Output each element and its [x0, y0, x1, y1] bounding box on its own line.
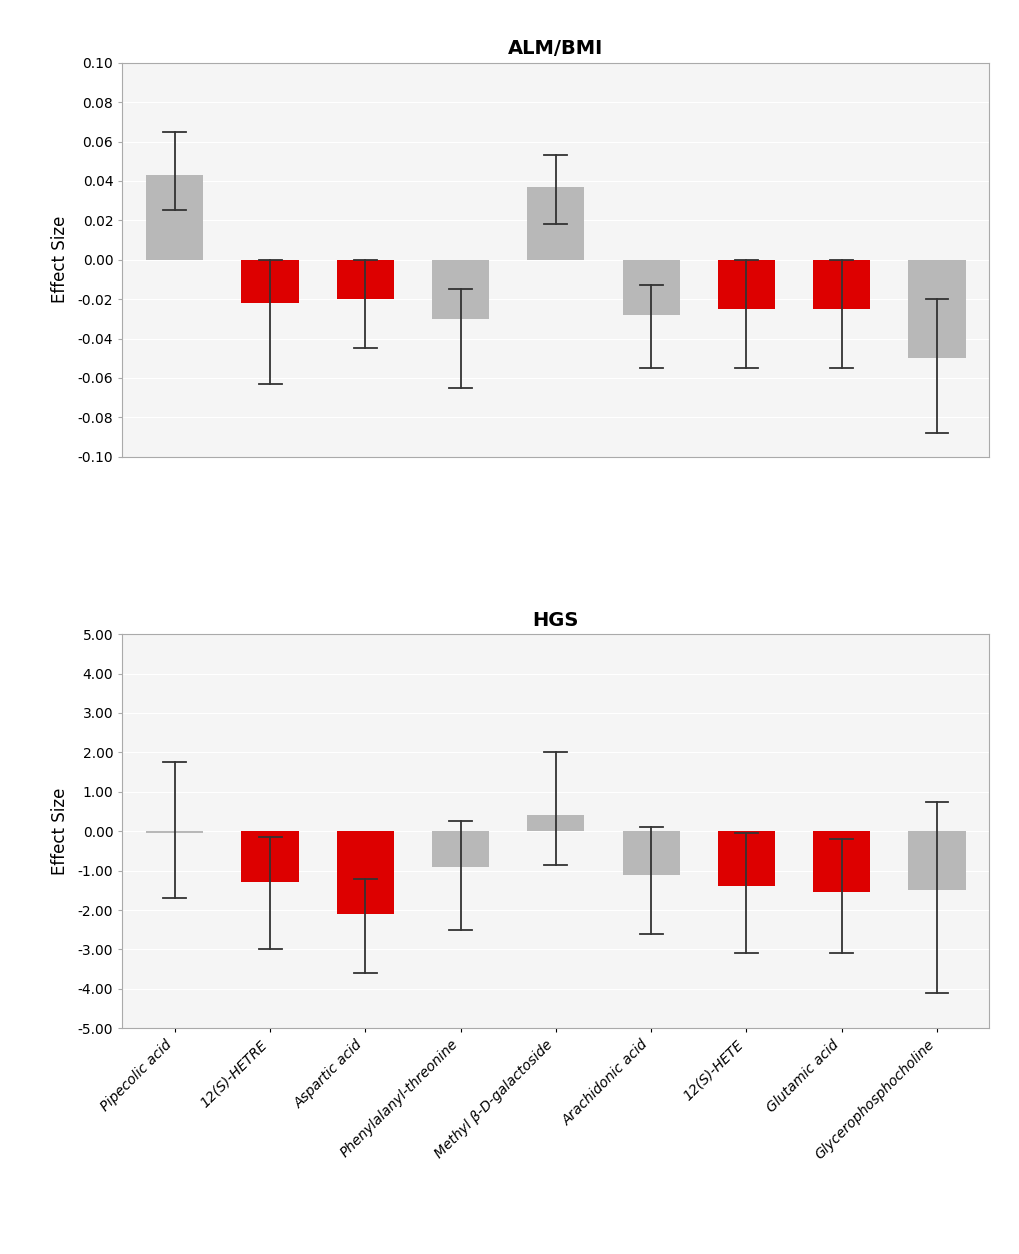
Bar [432, 260, 489, 319]
Bar [908, 260, 965, 359]
Bar [717, 831, 774, 887]
Bar [336, 260, 393, 300]
Y-axis label: Effect Size: Effect Size [51, 216, 69, 303]
Bar [622, 831, 679, 874]
Bar [622, 260, 679, 315]
Bar [336, 831, 393, 914]
Bar [527, 815, 584, 831]
Bar [908, 831, 965, 890]
Bar [812, 831, 869, 893]
Bar [717, 260, 774, 308]
Title: HGS: HGS [532, 611, 579, 630]
Y-axis label: Effect Size: Effect Size [51, 788, 69, 875]
Bar [242, 831, 299, 883]
Bar [146, 176, 203, 260]
Bar [242, 260, 299, 303]
Bar [812, 260, 869, 308]
Bar [146, 831, 203, 833]
Bar [432, 831, 489, 867]
Bar [527, 187, 584, 260]
Title: ALM/BMI: ALM/BMI [507, 39, 603, 59]
